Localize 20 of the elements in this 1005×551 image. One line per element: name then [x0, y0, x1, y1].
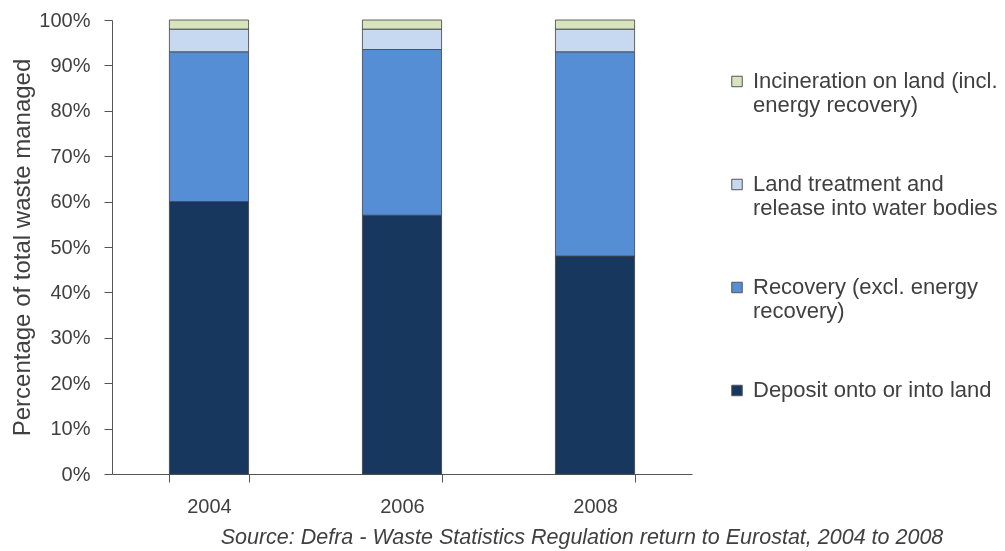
- y-tick-label: 50%: [50, 235, 91, 258]
- legend-label: Deposit onto or into land: [753, 377, 992, 402]
- x-tick-label: 2006: [380, 494, 425, 517]
- y-tick-label: 30%: [50, 326, 91, 349]
- y-tick-label: 60%: [50, 190, 91, 213]
- y-tick-label: 70%: [50, 144, 91, 167]
- legend-label: Land treatment and release into water bodies: [753, 171, 998, 220]
- y-tick-label: 20%: [50, 371, 91, 394]
- y-tick-label: 90%: [50, 53, 91, 76]
- x-tick-label: 2004: [187, 494, 232, 517]
- y-tick-label: 100%: [39, 8, 91, 31]
- y-tick-label: 80%: [50, 99, 91, 122]
- y-axis-title: Percentage of total waste managed: [8, 58, 36, 437]
- legend-label: Recovery (excl. energy recovery): [753, 274, 978, 323]
- y-tick-label: 0%: [61, 462, 91, 485]
- y-tick-label: 10%: [50, 417, 91, 440]
- legend-label: Incineration on land (incl. energy recovery): [753, 68, 998, 117]
- source-note: Source: Defra - Waste Statistics Regulation return to Eurostat, 2004 to 2008: [220, 525, 944, 549]
- y-tick-label: 40%: [50, 280, 91, 303]
- x-tick-label: 2008: [573, 494, 618, 517]
